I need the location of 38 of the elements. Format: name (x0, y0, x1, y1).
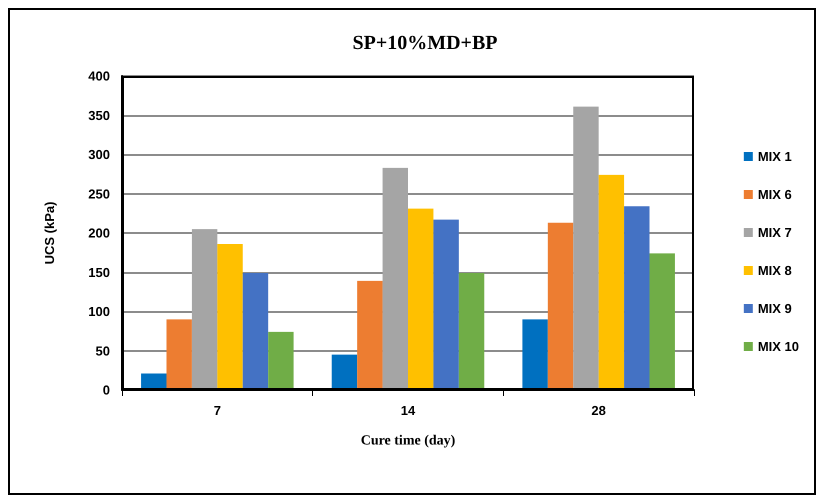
y-tick-label: 300 (88, 147, 110, 162)
x-axis-title: Cure time (day) (360, 434, 456, 448)
y-tick-label: 0 (102, 382, 110, 398)
legend-label: MIX 9 (758, 301, 792, 316)
bar (548, 222, 574, 390)
y-tick-label: 200 (88, 226, 110, 240)
bar (458, 273, 484, 390)
legend-label: MIX 1 (758, 149, 792, 164)
legend-label: MIX 6 (758, 187, 792, 202)
x-tick-label: 7 (214, 403, 221, 418)
y-tick-label: 400 (88, 68, 110, 84)
chart-title: SP+10%MD+BP (352, 32, 498, 54)
bar (242, 273, 268, 390)
y-tick-label: 350 (88, 108, 110, 123)
y-tick-label: 250 (88, 186, 110, 202)
bar (166, 319, 192, 390)
y-tick-label: 50 (96, 343, 110, 358)
y-axis-title: UCS (kPa) (42, 202, 57, 264)
legend-label: MIX 8 (758, 263, 792, 278)
bar (192, 229, 218, 390)
x-tick-label: 14 (400, 403, 416, 418)
bar (598, 174, 624, 390)
bar (573, 106, 599, 390)
legend-label: MIX 10 (758, 339, 800, 354)
y-tick-label: 150 (88, 264, 110, 280)
bar (433, 220, 459, 390)
bar (650, 253, 675, 390)
bar (332, 354, 358, 390)
legend-label: MIX 7 (758, 225, 792, 240)
bar (357, 280, 383, 390)
bar (217, 244, 243, 390)
y-tick-label: 100 (88, 304, 110, 319)
bar (624, 206, 650, 390)
x-tick-label: 28 (591, 403, 606, 418)
bar (268, 332, 294, 390)
bar (382, 168, 408, 390)
bar (408, 208, 434, 390)
bar (522, 319, 548, 390)
